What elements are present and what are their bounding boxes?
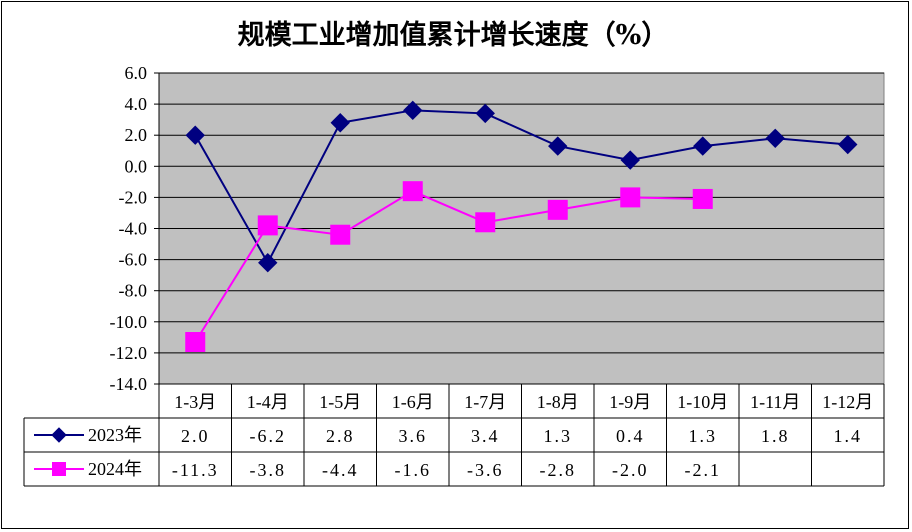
data-cell: 1.4 xyxy=(834,426,863,446)
data-point xyxy=(185,332,206,353)
plot-area xyxy=(158,72,885,385)
data-point xyxy=(547,199,568,220)
data-point xyxy=(475,212,496,233)
y-tick-label: -8.0 xyxy=(119,281,148,301)
data-cell: -1.6 xyxy=(395,460,432,480)
data-point xyxy=(257,215,278,236)
legend-marker xyxy=(51,427,67,443)
data-point xyxy=(765,128,785,149)
x-tick-label: 1-7月 xyxy=(464,392,506,412)
y-tick-label: -4.0 xyxy=(119,219,148,239)
x-tick-label: 1-3月 xyxy=(174,392,216,412)
data-cell: -3.8 xyxy=(250,460,287,480)
x-tick-label: 1-6月 xyxy=(392,392,434,412)
data-cell: 2.8 xyxy=(326,426,355,446)
data-point xyxy=(258,253,278,273)
data-cell: -3.6 xyxy=(467,460,504,480)
data-cell: 1.3 xyxy=(689,426,718,446)
data-cell: 3.6 xyxy=(399,426,428,446)
data-point xyxy=(330,224,351,245)
x-tick-label: 1-4月 xyxy=(247,392,289,412)
data-cell: -2.0 xyxy=(612,460,649,480)
series-line xyxy=(194,109,848,265)
data-point xyxy=(475,103,495,124)
x-tick-label: 1-9月 xyxy=(609,392,651,412)
x-tick-label: 1-5月 xyxy=(319,392,361,412)
y-tick-label: 2.0 xyxy=(125,125,148,145)
data-point xyxy=(403,100,423,121)
series-line xyxy=(194,190,703,343)
data-cell: 1.8 xyxy=(761,426,790,446)
y-tick-label: 0.0 xyxy=(125,156,148,176)
data-cell: 3.4 xyxy=(471,426,500,446)
legend-label: 2024年 xyxy=(88,459,142,479)
data-point xyxy=(548,136,568,156)
data-table: 1-3月 1-4月 1-5月 1-6月 1-7月 1-8月 1-9月 1-10月 1-11月 1-… xyxy=(23,383,885,487)
y-tick-label: -2.0 xyxy=(119,187,148,207)
data-point xyxy=(402,181,423,202)
data-cell: 0.4 xyxy=(616,426,645,446)
legend-label: 2023年 xyxy=(88,425,142,445)
x-tick-label: 1-10月 xyxy=(677,392,728,412)
y-tick-label: -6.0 xyxy=(119,250,148,270)
data-point xyxy=(620,187,641,208)
data-cell: 2.0 xyxy=(181,426,210,446)
y-tick-label: -14.0 xyxy=(110,374,148,394)
legend-marker xyxy=(52,462,66,476)
y-tick-label: -10.0 xyxy=(110,312,148,332)
data-cell: -2.1 xyxy=(685,460,722,480)
y-tick-label: -12.0 xyxy=(110,343,148,363)
data-point xyxy=(693,136,713,156)
data-point xyxy=(692,188,713,209)
data-cell: -11.3 xyxy=(172,460,219,480)
chart-title: 规模工业增加值累计增长速度（%） xyxy=(238,19,669,51)
data-point xyxy=(620,150,640,170)
y-axis: 6.0 4.0 2.0 0.0 -2.0 -4.0 -6.0 -8.0 -10.0 -12.0 -1… xyxy=(110,63,160,394)
y-tick-label: 6.0 xyxy=(125,63,148,83)
data-point xyxy=(185,125,205,145)
x-tick-label: 1-8月 xyxy=(537,392,579,412)
data-cell: 1.3 xyxy=(544,426,573,446)
x-tick-label: 1-11月 xyxy=(750,392,800,412)
data-cell: -2.8 xyxy=(540,460,577,480)
data-cell: -6.2 xyxy=(250,426,287,446)
series-layer xyxy=(185,100,858,353)
x-tick-label: 1-12月 xyxy=(822,392,873,412)
y-tick-label: 4.0 xyxy=(125,94,148,114)
data-point xyxy=(330,113,350,133)
data-cell: -4.4 xyxy=(322,460,359,480)
data-point xyxy=(838,134,858,155)
